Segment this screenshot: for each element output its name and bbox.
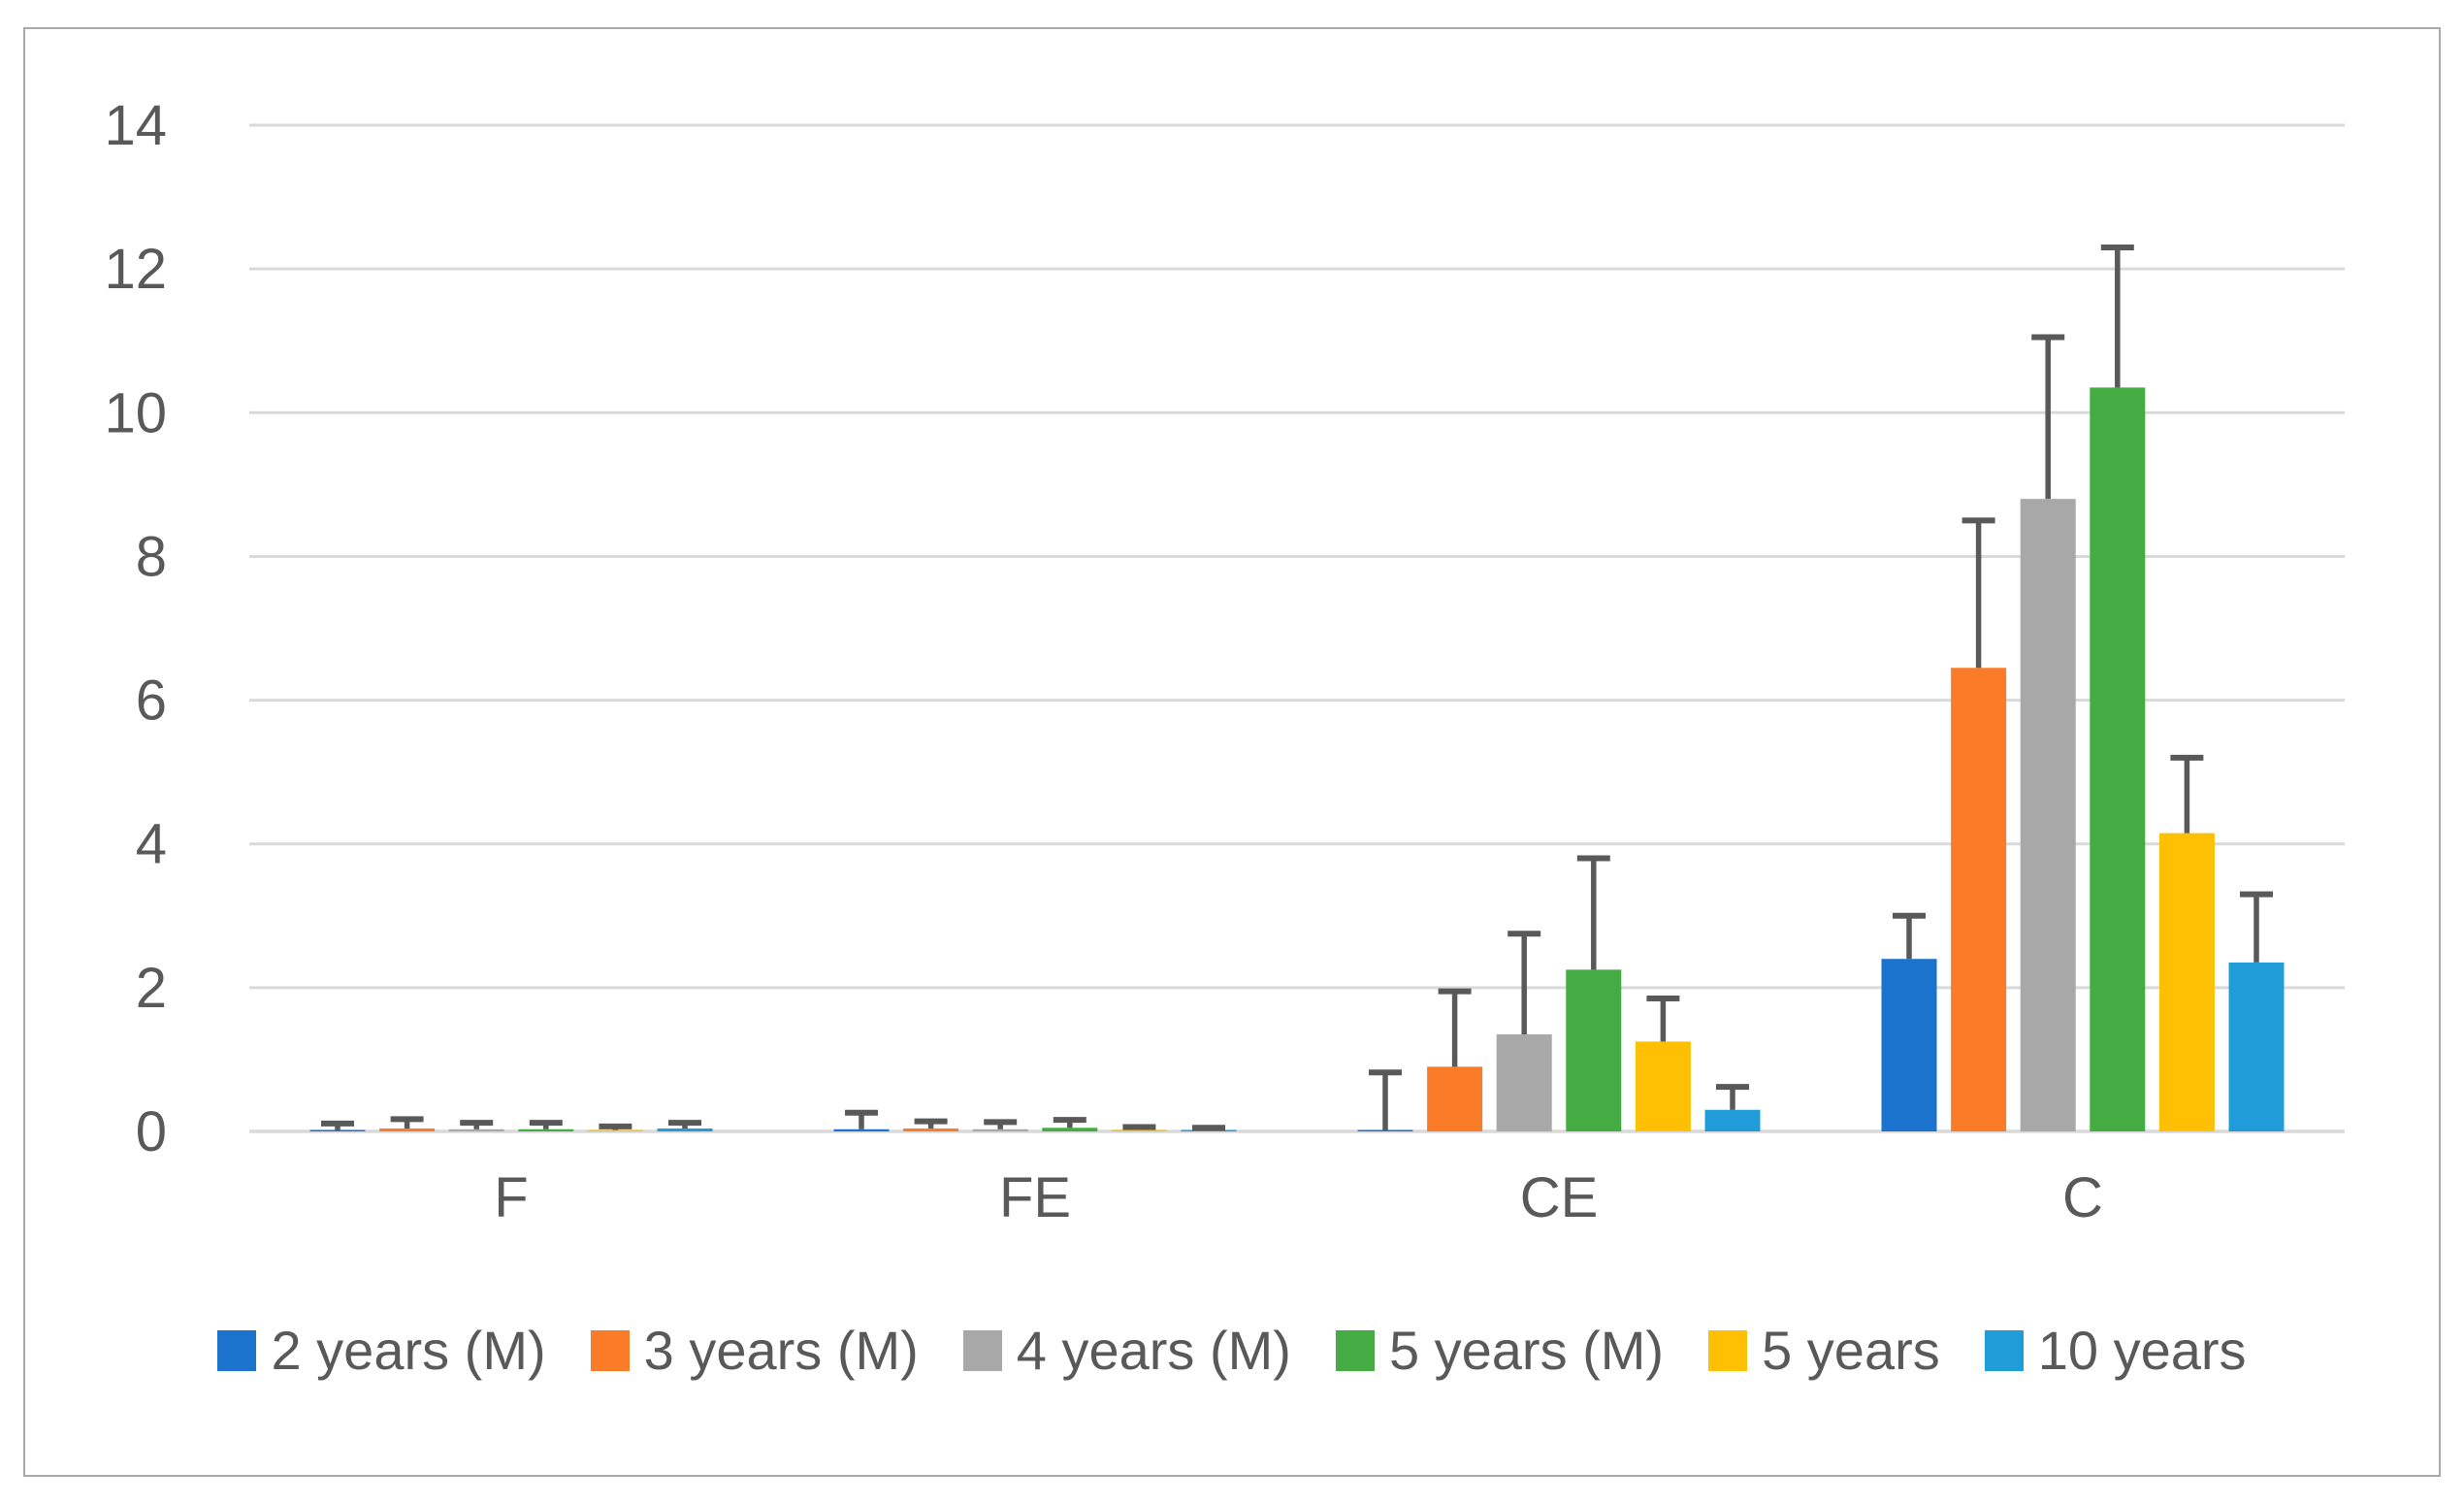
bar-CE-5-years-m- [1566, 969, 1622, 1131]
y-tick-label-4: 4 [136, 813, 167, 876]
legend-swatch-icon [590, 1330, 630, 1371]
bar-FE-5-years [1111, 1129, 1167, 1131]
legend-item-4-years-m-: 4 years (M) [962, 1320, 1291, 1381]
legend-swatch-icon [1984, 1330, 2024, 1371]
legend-item-5-years-m-: 5 years (M) [1335, 1320, 1665, 1381]
y-tick-label-12: 12 [104, 238, 167, 301]
bar-C-4-years-m- [2020, 499, 2076, 1131]
legend-label: 3 years (M) [643, 1320, 919, 1381]
legend-swatch-icon [1335, 1330, 1375, 1371]
y-tick-label-14: 14 [104, 94, 167, 157]
error-bars [321, 244, 2273, 1131]
bar-C-10-years [2228, 962, 2285, 1131]
chart-legend: 2 years (M) 3 years (M) 4 years (M) 5 years… [58, 1312, 2406, 1390]
bar-F-5-years [587, 1129, 643, 1131]
x-category-label-CE: CE [1520, 1166, 1599, 1229]
x-category-label-C: C [2062, 1166, 2103, 1229]
bar-F-10-years [657, 1128, 713, 1131]
bar-FE-3-years-m- [903, 1128, 959, 1131]
bar-F-4-years-m- [448, 1128, 504, 1131]
legend-label: 4 years (M) [1016, 1320, 1291, 1381]
legend-item-2-years-m-: 2 years (M) [217, 1320, 546, 1381]
bar-CE-3-years-m- [1427, 1066, 1483, 1131]
legend-label: 10 years [2037, 1320, 2247, 1381]
bar-FE-5-years-m- [1042, 1128, 1098, 1131]
y-tick-label-2: 2 [136, 957, 167, 1020]
bar-C-5-years [2158, 833, 2215, 1131]
bar-CE-4-years-m- [1496, 1034, 1552, 1131]
bar-F-5-years-m- [518, 1128, 574, 1131]
legend-swatch-icon [217, 1330, 257, 1371]
y-axis-tick-labels: 0 2 4 6 8 10 12 14 [104, 94, 167, 1163]
legend-label: 5 years [1762, 1320, 1940, 1381]
y-tick-label-10: 10 [104, 381, 167, 444]
x-category-label-F: F [494, 1166, 528, 1229]
y-tick-label-0: 0 [136, 1100, 167, 1163]
bars [309, 387, 2285, 1131]
bar-C-5-years-m- [2090, 387, 2146, 1131]
bar-FE-2-years-m- [833, 1128, 890, 1131]
x-category-label-FE: FE [999, 1166, 1071, 1229]
bar-CE-2-years-m- [1357, 1129, 1413, 1131]
legend-label: 2 years (M) [271, 1320, 546, 1381]
legend-label: 5 years (M) [1388, 1320, 1665, 1381]
legend-item-5-years: 5 years [1708, 1324, 1940, 1378]
y-tick-label-8: 8 [136, 525, 167, 588]
y-tick-label-6: 6 [136, 670, 167, 733]
bar-C-2-years-m- [1881, 959, 1937, 1131]
legend-item-10-years: 10 years [1984, 1320, 2247, 1381]
bar-C-3-years-m- [1951, 668, 2007, 1131]
legend-swatch-icon [1708, 1330, 1748, 1371]
legend-item-3-years-m-: 3 years (M) [590, 1320, 919, 1381]
bar-CE-5-years [1635, 1041, 1691, 1131]
bar-F-3-years-m- [379, 1128, 436, 1131]
bar-F-2-years-m- [309, 1129, 366, 1131]
legend-swatch-icon [962, 1330, 1002, 1371]
bar-CE-10-years [1704, 1109, 1761, 1131]
bar-FE-4-years-m- [972, 1128, 1028, 1131]
